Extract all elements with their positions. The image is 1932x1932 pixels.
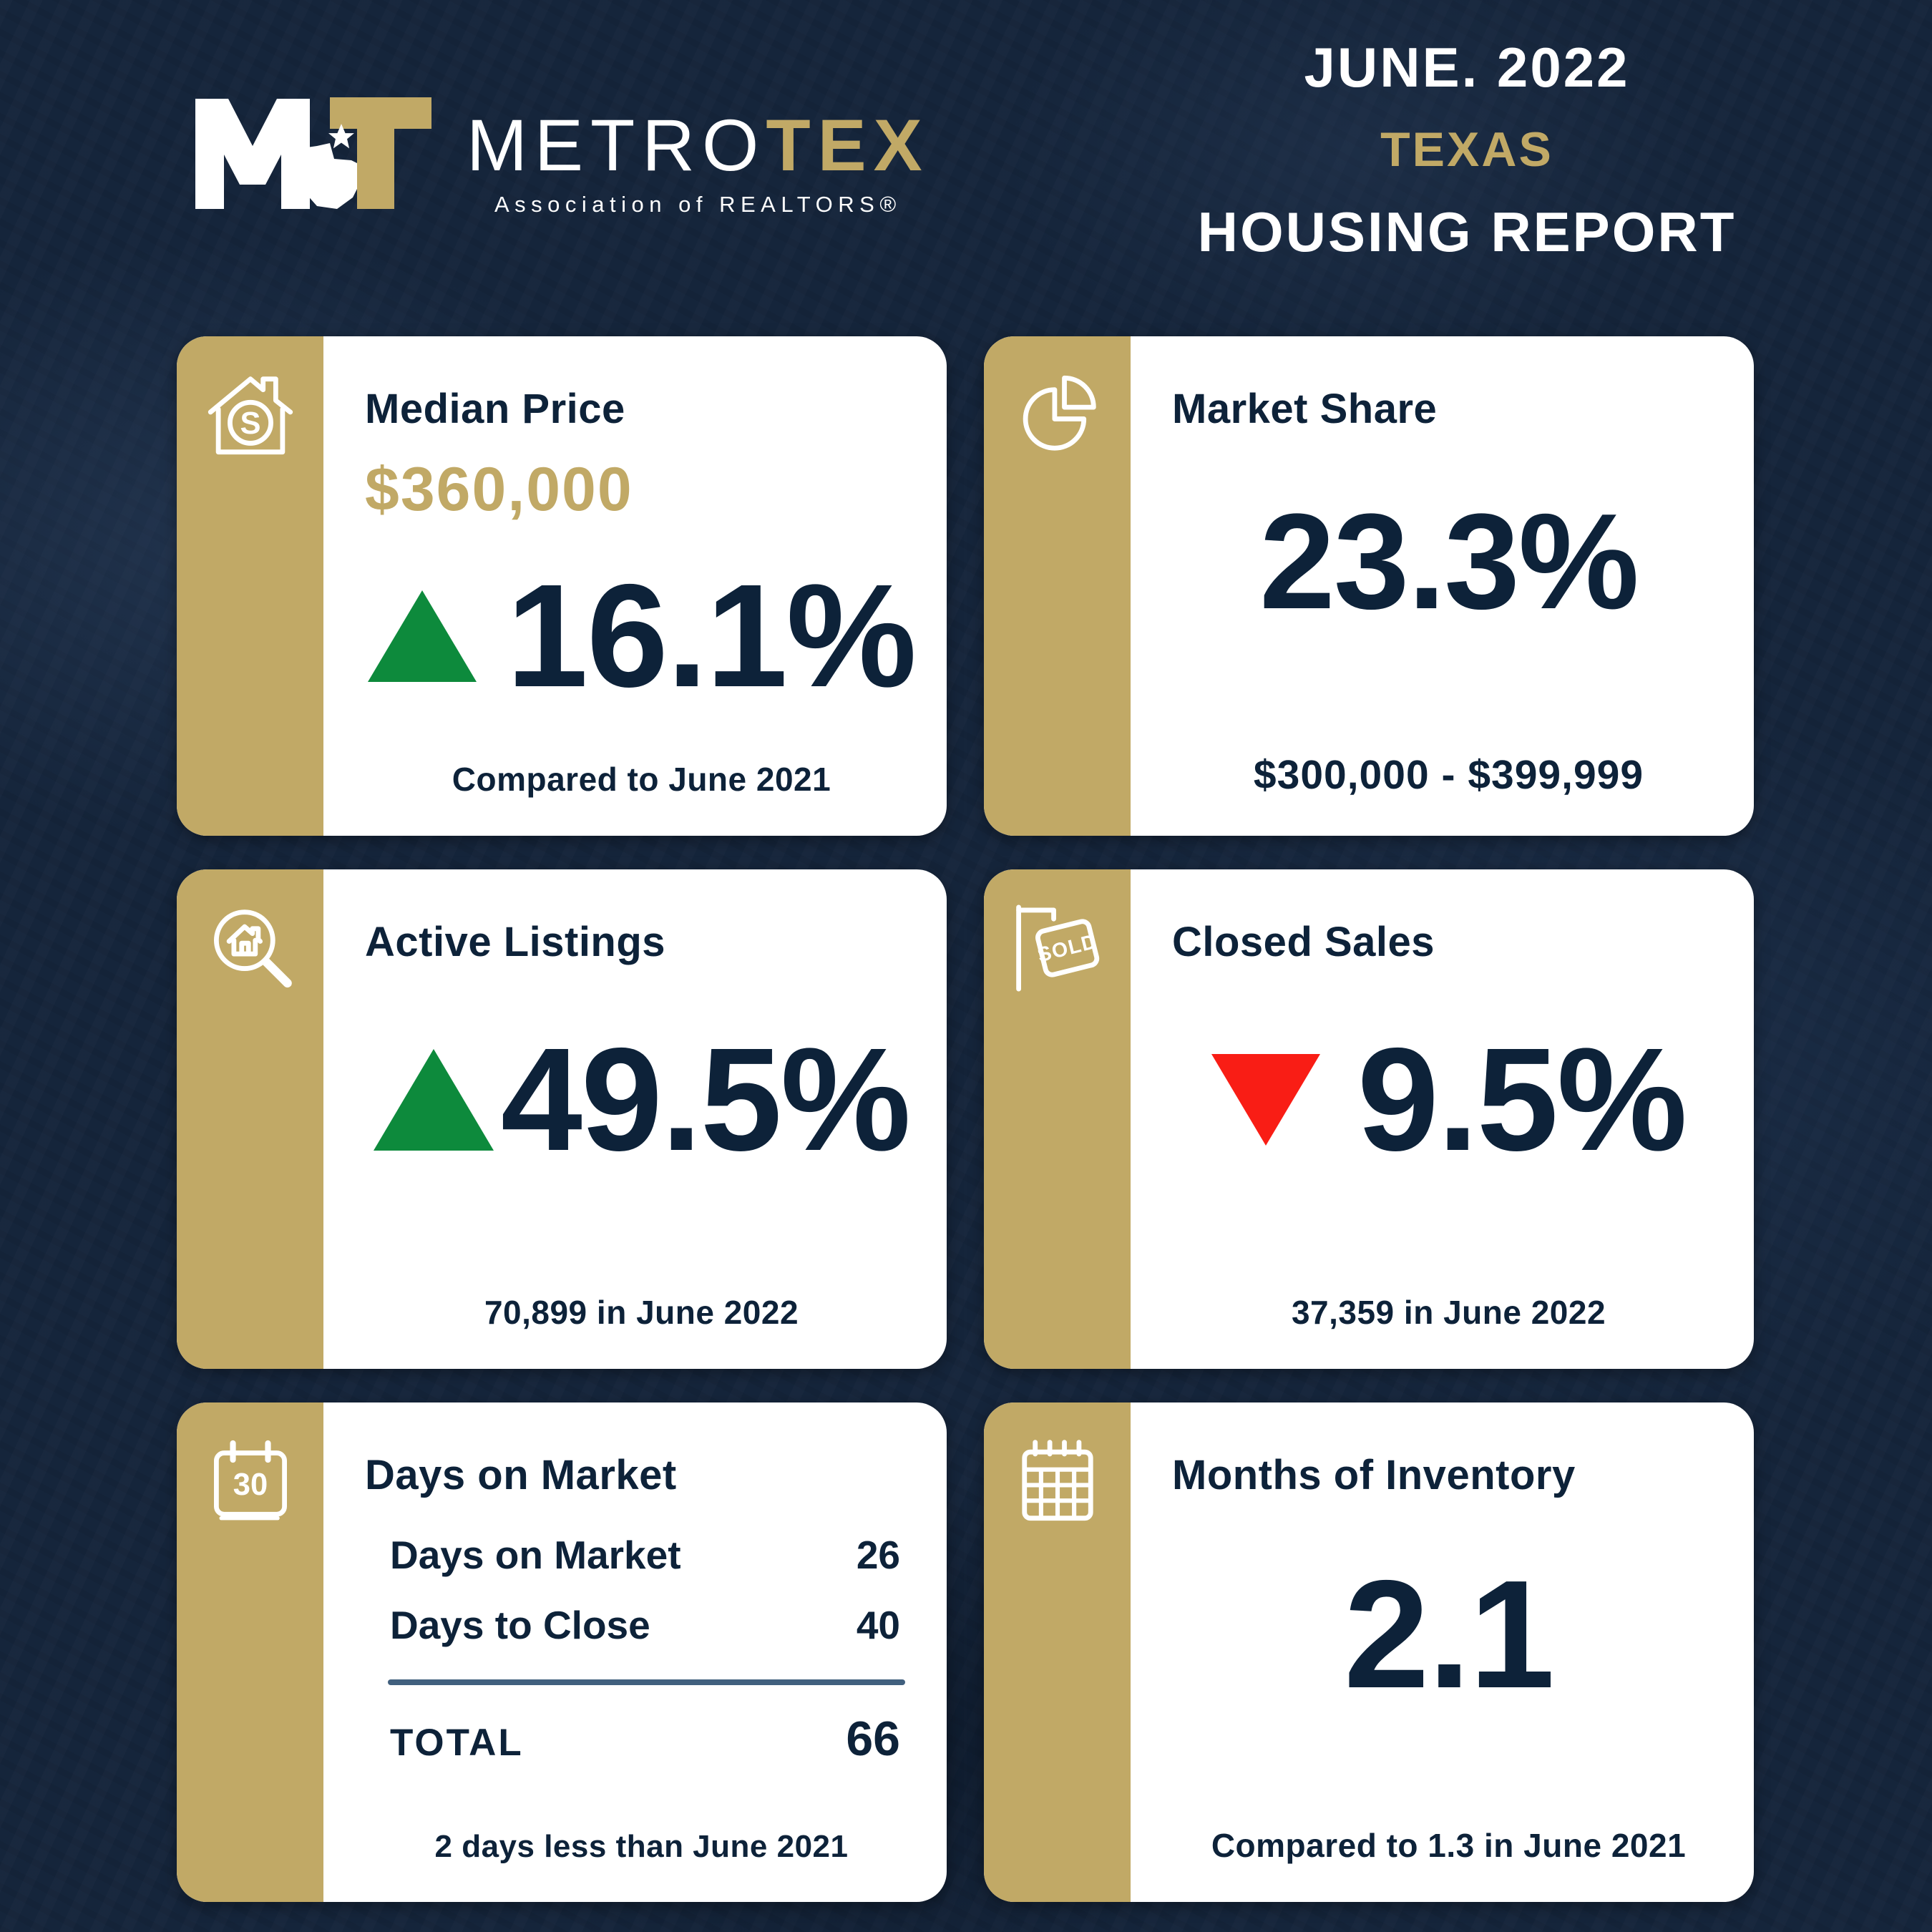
logo-star-icon — [328, 124, 354, 149]
card-title: Market Share — [1172, 386, 1438, 432]
card-content: Active Listings 49.5% 70,899 in June 202… — [323, 869, 947, 1369]
calendar-30-icon: 30 — [202, 1433, 299, 1530]
percent-change: 16.1% — [506, 554, 917, 718]
calendar-day-label: 30 — [233, 1468, 268, 1502]
dollar-s-glyph: S — [240, 406, 260, 441]
total-row: TOTAL 66 — [365, 1711, 918, 1767]
row-label: Days on Market — [390, 1533, 681, 1577]
logo-m-letter — [195, 99, 310, 209]
card-gold-stripe — [177, 1402, 323, 1902]
card-caption: 2 days less than June 2021 — [434, 1829, 849, 1864]
card-caption: $300,000 - $399,999 — [1253, 752, 1644, 798]
calendar-grid-icon — [1009, 1433, 1106, 1530]
card-median-price: S Median Price $360,000 16.1% Compared t… — [177, 336, 947, 836]
sold-sign-icon: SOLD — [1009, 899, 1106, 997]
card-market-share: Market Share 23.3% $300,000 - $399,999 — [984, 336, 1754, 836]
card-days-on-market: 30 Days on Market Days on Market 26 Days… — [177, 1402, 947, 1902]
card-title: Closed Sales — [1172, 919, 1435, 965]
total-divider — [388, 1679, 905, 1685]
brand-metro: METRO — [467, 104, 766, 186]
value-area: 49.5% — [365, 1026, 918, 1173]
median-price-value: $360,000 — [365, 455, 633, 524]
value-area: 2.1 — [1172, 1557, 1725, 1711]
card-content: Days on Market Days on Market 26 Days to… — [323, 1402, 947, 1902]
market-share-value: 23.3% — [1259, 486, 1639, 638]
report-title-date: JUNE. 2022 — [1304, 36, 1630, 99]
card-title: Active Listings — [365, 919, 666, 965]
house-search-icon — [202, 899, 299, 997]
trend-down-icon — [1211, 1053, 1320, 1146]
percent-change: 9.5% — [1357, 1018, 1687, 1181]
percent-change: 49.5% — [500, 1018, 911, 1181]
card-closed-sales: SOLD Closed Sales 9.5% 37,359 in June 20… — [984, 869, 1754, 1369]
logo-t-letter — [330, 97, 431, 209]
card-gold-stripe — [177, 336, 323, 836]
inventory-value: 2.1 — [1344, 1547, 1555, 1720]
row-label: Days to Close — [390, 1603, 650, 1647]
value-area: 23.3% — [1172, 494, 1725, 630]
brand-tex: TEX — [766, 104, 930, 186]
row-value: 40 — [856, 1603, 900, 1647]
logo-text: METROTEX Association of REALTORS® — [467, 109, 930, 218]
card-months-of-inventory: Months of Inventory 2.1 Compared to 1.3 … — [984, 1402, 1754, 1902]
card-content: Market Share 23.3% $300,000 - $399,999 — [1131, 336, 1754, 836]
card-content: Months of Inventory 2.1 Compared to 1.3 … — [1131, 1402, 1754, 1902]
brand-name: METROTEX — [467, 109, 930, 182]
card-content: Median Price $360,000 16.1% Compared to … — [323, 336, 947, 836]
pie-chart-icon — [1009, 366, 1106, 464]
card-title: Days on Market — [365, 1452, 677, 1498]
trend-row: 9.5% — [1211, 1018, 1687, 1181]
card-active-listings: Active Listings 49.5% 70,899 in June 202… — [177, 869, 947, 1369]
logo-texas-shape — [291, 143, 361, 209]
trend-row: 49.5% — [373, 1018, 911, 1181]
card-caption: 70,899 in June 2022 — [484, 1294, 799, 1331]
report-title-type: HOUSING REPORT — [1197, 200, 1737, 263]
trend-up-icon — [367, 590, 477, 682]
header: METROTEX Association of REALTORS® JUNE. … — [0, 0, 1932, 329]
house-dollar-icon: S — [202, 366, 299, 464]
days-to-close-row: Days to Close 40 — [390, 1602, 900, 1648]
row-value: 26 — [856, 1533, 900, 1577]
metrotex-logo-mark — [195, 97, 431, 209]
card-title: Median Price — [365, 386, 625, 432]
brand-tagline: Association of REALTORS® — [494, 192, 902, 217]
trend-row: 16.1% — [365, 562, 918, 709]
card-caption: Compared to 1.3 in June 2021 — [1211, 1826, 1687, 1864]
card-caption: Compared to June 2021 — [452, 761, 831, 798]
trend-up-icon — [373, 1048, 494, 1151]
metrotex-logo: METROTEX Association of REALTORS® — [190, 93, 930, 218]
card-gold-stripe — [984, 869, 1131, 1369]
days-rows: Days on Market 26 Days to Close 40 — [365, 1532, 918, 1648]
card-content: Closed Sales 9.5% 37,359 in June 2022 — [1131, 869, 1754, 1369]
sold-label: SOLD — [1035, 930, 1100, 967]
report-title-region: TEXAS — [1380, 122, 1553, 177]
stat-cards-grid: S Median Price $360,000 16.1% Compared t… — [177, 336, 1754, 1902]
card-title: Months of Inventory — [1172, 1452, 1576, 1498]
total-label: TOTAL — [390, 1722, 524, 1764]
card-caption: 37,359 in June 2022 — [1291, 1294, 1606, 1331]
days-on-market-row: Days on Market 26 — [390, 1532, 900, 1578]
value-area: 9.5% — [1172, 1026, 1725, 1173]
total-value: 66 — [846, 1712, 900, 1766]
report-title: JUNE. 2022 TEXAS HOUSING REPORT — [1159, 39, 1775, 260]
